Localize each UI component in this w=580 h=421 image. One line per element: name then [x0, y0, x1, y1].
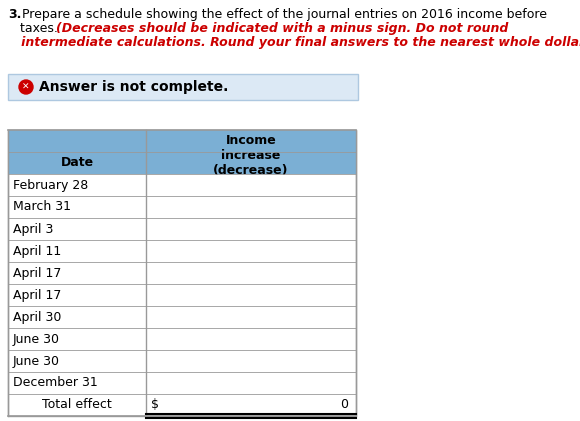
Text: Total effect: Total effect	[42, 399, 112, 411]
Text: 3.: 3.	[8, 8, 21, 21]
Text: taxes.: taxes.	[8, 22, 62, 35]
Text: December 31: December 31	[13, 376, 98, 389]
Text: February 28: February 28	[13, 179, 88, 192]
Text: (Decreases should be indicated with a minus sign. Do not round: (Decreases should be indicated with a mi…	[56, 22, 509, 35]
Circle shape	[19, 80, 33, 94]
Text: April 11: April 11	[13, 245, 61, 258]
Text: Income: Income	[226, 134, 277, 147]
Text: April 3: April 3	[13, 223, 53, 235]
Text: 0: 0	[340, 399, 348, 411]
Bar	[8, 130, 356, 174]
Text: April 17: April 17	[13, 288, 61, 301]
Text: increase
(decrease): increase (decrease)	[213, 149, 289, 177]
Bar	[8, 130, 356, 416]
Text: March 31: March 31	[13, 200, 71, 213]
Text: April 30: April 30	[13, 311, 61, 323]
Bar	[8, 74, 358, 100]
Text: intermediate calculations. Round your final answers to the nearest whole dollar.: intermediate calculations. Round your fi…	[8, 36, 580, 49]
Text: June 30: June 30	[13, 333, 60, 346]
Text: June 30: June 30	[13, 354, 60, 368]
Text: ✕: ✕	[22, 83, 30, 91]
Text: April 17: April 17	[13, 266, 61, 280]
Text: Prepare a schedule showing the effect of the journal entries on 2016 income befo: Prepare a schedule showing the effect of…	[22, 8, 547, 21]
Text: Date: Date	[60, 157, 93, 170]
Text: $: $	[151, 399, 159, 411]
Text: Answer is not complete.: Answer is not complete.	[39, 80, 229, 94]
